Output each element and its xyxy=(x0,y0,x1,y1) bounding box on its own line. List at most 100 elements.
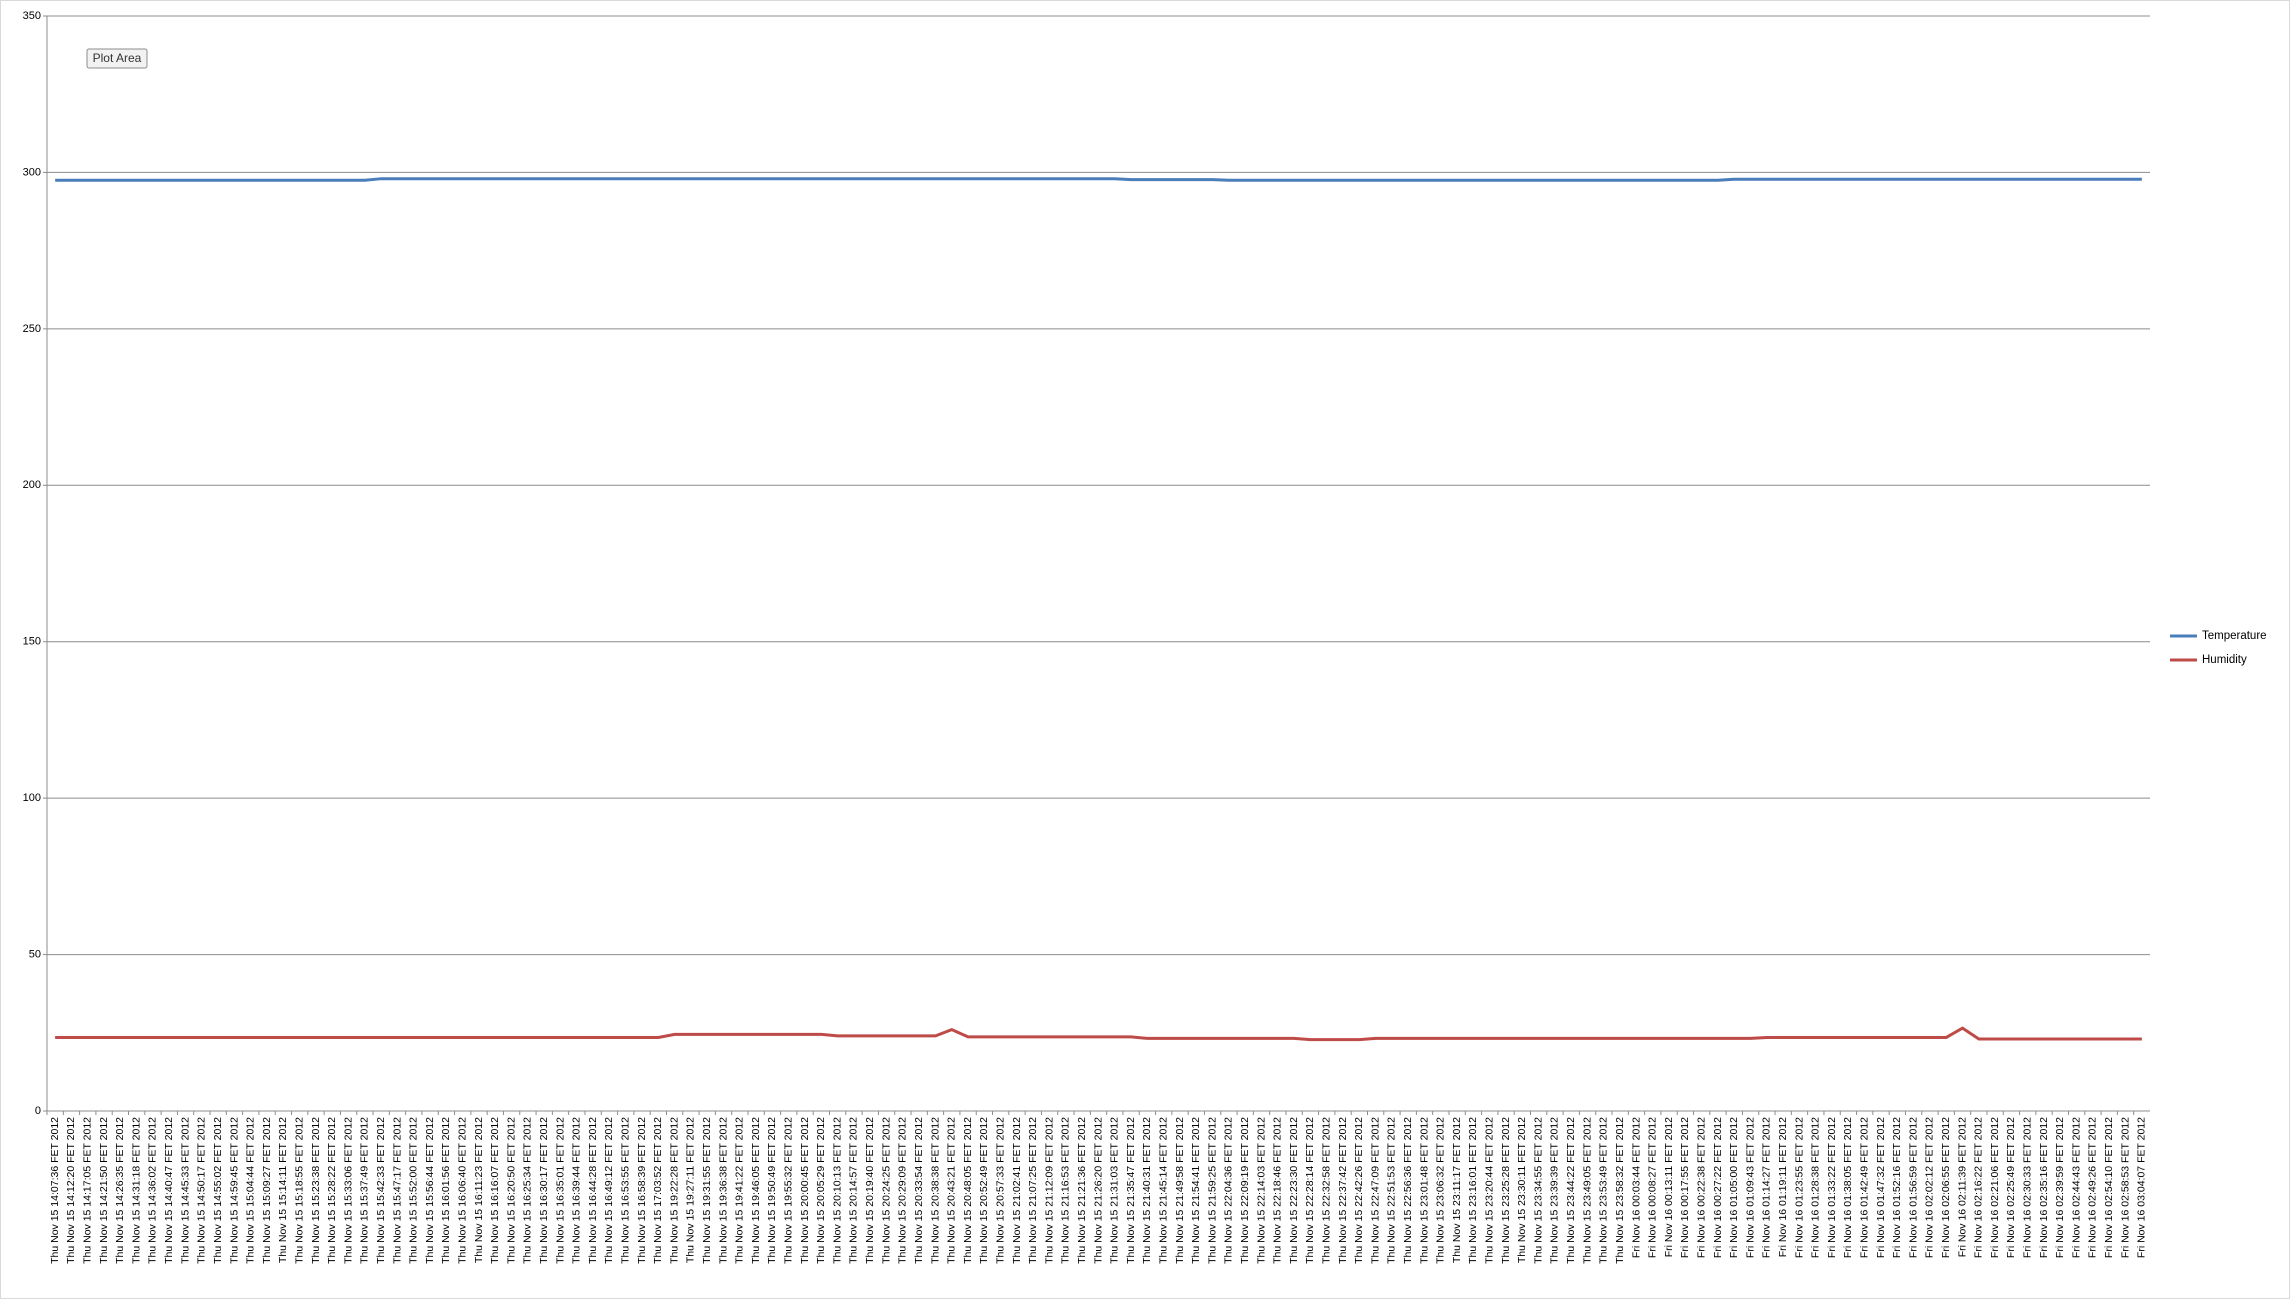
x-tick-label: Thu Nov 15 15:56:44 FET 2012 xyxy=(424,1117,436,1264)
x-tick-label: Fri Nov 16 02:11:39 FET 2012 xyxy=(1956,1117,1968,1257)
x-tick-label: Thu Nov 15 14:50:17 FET 2012 xyxy=(196,1117,208,1264)
x-tick-label: Thu Nov 15 16:39:44 FET 2012 xyxy=(571,1117,583,1264)
x-tick-label: Fri Nov 16 01:56:59 FET 2012 xyxy=(1907,1117,1919,1258)
x-tick-label: Thu Nov 15 15:18:55 FET 2012 xyxy=(293,1117,305,1264)
y-tick-label: 250 xyxy=(23,323,41,335)
x-tick-label: Thu Nov 15 19:50:49 FET 2012 xyxy=(766,1117,778,1264)
x-tick-label: Fri Nov 16 01:19:11 FET 2012 xyxy=(1777,1117,1789,1257)
x-tick-label: Thu Nov 15 16:44:28 FET 2012 xyxy=(587,1117,599,1264)
x-tick-label: Thu Nov 15 14:12:20 FET 2012 xyxy=(65,1117,77,1264)
x-tick-label: Fri Nov 16 01:42:49 FET 2012 xyxy=(1858,1117,1870,1258)
x-tick-label: Thu Nov 15 21:54:41 FET 2012 xyxy=(1190,1117,1202,1264)
x-tick-label: Fri Nov 16 00:13:11 FET 2012 xyxy=(1663,1117,1675,1257)
x-tick-label: Fri Nov 16 02:25:49 FET 2012 xyxy=(2005,1117,2017,1258)
x-tick-label: Thu Nov 15 23:58:32 FET 2012 xyxy=(1614,1117,1626,1264)
y-tick-label: 100 xyxy=(23,792,41,804)
x-tick-label: Thu Nov 15 21:02:41 FET 2012 xyxy=(1011,1117,1023,1264)
x-tick-label: Thu Nov 15 19:41:22 FET 2012 xyxy=(734,1117,746,1264)
y-tick-label: 150 xyxy=(23,636,41,648)
x-tick-label: Thu Nov 15 21:35:47 FET 2012 xyxy=(1125,1117,1137,1264)
x-tick-label: Fri Nov 16 01:28:38 FET 2012 xyxy=(1810,1117,1822,1258)
x-tick-label: Thu Nov 15 16:30:17 FET 2012 xyxy=(538,1117,550,1264)
x-tick-label: Thu Nov 15 20:38:38 FET 2012 xyxy=(929,1117,941,1264)
series-line xyxy=(55,1026,2142,1042)
x-tick-label: Fri Nov 16 03:04:07 FET 2012 xyxy=(2136,1117,2148,1258)
x-tick-label: Thu Nov 15 22:42:26 FET 2012 xyxy=(1353,1117,1365,1264)
legend-label: Humidity xyxy=(2202,654,2247,666)
x-tick-label: Thu Nov 15 23:30:11 FET 2012 xyxy=(1516,1117,1528,1263)
x-tick-label: Thu Nov 15 22:47:09 FET 2012 xyxy=(1369,1117,1381,1264)
x-tick-label: Thu Nov 15 22:23:30 FET 2012 xyxy=(1288,1117,1300,1264)
x-tick-label: Thu Nov 15 23:25:28 FET 2012 xyxy=(1500,1117,1512,1264)
x-tick-label: Fri Nov 16 02:39:59 FET 2012 xyxy=(2054,1117,2066,1258)
x-tick-label: Thu Nov 15 22:37:42 FET 2012 xyxy=(1337,1117,1349,1264)
x-tick-label: Thu Nov 15 19:55:32 FET 2012 xyxy=(783,1117,795,1264)
x-tick-label: Fri Nov 16 02:44:43 FET 2012 xyxy=(2070,1117,2082,1258)
x-tick-label: Fri Nov 16 00:27:22 FET 2012 xyxy=(1712,1117,1724,1258)
x-tick-label: Thu Nov 15 16:20:50 FET 2012 xyxy=(505,1117,517,1264)
x-tick-label: Thu Nov 15 14:31:18 FET 2012 xyxy=(130,1117,142,1264)
x-tick-label: Thu Nov 15 23:01:48 FET 2012 xyxy=(1418,1117,1430,1264)
x-tick-label: Thu Nov 15 23:44:22 FET 2012 xyxy=(1565,1117,1577,1264)
x-tick-label: Fri Nov 16 00:08:27 FET 2012 xyxy=(1647,1117,1659,1258)
x-tick-label: Thu Nov 15 19:27:11 FET 2012 xyxy=(685,1117,697,1263)
x-tick-label: Thu Nov 15 16:01:56 FET 2012 xyxy=(440,1117,452,1264)
x-tick-label: Fri Nov 16 02:21:06 FET 2012 xyxy=(1989,1117,2001,1258)
x-tick-label: Fri Nov 16 00:22:38 FET 2012 xyxy=(1695,1117,1707,1258)
x-tick-label: Thu Nov 15 20:57:33 FET 2012 xyxy=(994,1117,1006,1264)
x-tick-label: Thu Nov 15 16:58:39 FET 2012 xyxy=(636,1117,648,1264)
x-tick-label: Thu Nov 15 14:45:33 FET 2012 xyxy=(179,1117,191,1264)
x-tick-label: Thu Nov 15 20:05:29 FET 2012 xyxy=(815,1117,827,1264)
x-tick-label: Thu Nov 15 17:03:52 FET 2012 xyxy=(652,1117,664,1264)
x-tick-label: Thu Nov 15 15:09:27 FET 2012 xyxy=(261,1117,273,1264)
x-tick-label: Thu Nov 15 21:40:31 FET 2012 xyxy=(1141,1117,1153,1264)
x-tick-label: Fri Nov 16 01:33:22 FET 2012 xyxy=(1826,1117,1838,1258)
x-tick-label: Thu Nov 15 15:28:22 FET 2012 xyxy=(326,1117,338,1264)
x-tick-label: Thu Nov 15 16:53:55 FET 2012 xyxy=(620,1117,632,1264)
x-tick-label: Thu Nov 15 15:47:17 FET 2012 xyxy=(391,1117,403,1264)
x-tick-label: Thu Nov 15 22:04:36 FET 2012 xyxy=(1223,1117,1235,1264)
x-tick-label: Thu Nov 15 19:36:38 FET 2012 xyxy=(717,1117,729,1264)
x-tick-label: Thu Nov 15 15:14:11 FET 2012 xyxy=(277,1117,289,1263)
x-tick-label: Thu Nov 15 15:33:06 FET 2012 xyxy=(342,1117,354,1264)
y-tick-label: 350 xyxy=(23,10,41,22)
x-tick-label: Fri Nov 16 02:58:53 FET 2012 xyxy=(2119,1117,2131,1258)
x-tick-label: Thu Nov 15 16:16:07 FET 2012 xyxy=(489,1117,501,1264)
x-tick-label: Fri Nov 16 02:02:12 FET 2012 xyxy=(1924,1117,1936,1258)
x-tick-label: Thu Nov 15 15:04:44 FET 2012 xyxy=(245,1117,257,1264)
x-tick-label: Thu Nov 15 22:56:36 FET 2012 xyxy=(1402,1117,1414,1264)
x-tick-label: Fri Nov 16 02:06:55 FET 2012 xyxy=(1940,1117,1952,1258)
x-tick-label: Thu Nov 15 19:22:28 FET 2012 xyxy=(668,1117,680,1264)
x-tick-label: Thu Nov 15 14:07:36 FET 2012 xyxy=(49,1117,61,1264)
x-tick-label: Thu Nov 15 22:51:53 FET 2012 xyxy=(1386,1117,1398,1264)
x-tick-label: Thu Nov 15 21:16:53 FET 2012 xyxy=(1060,1117,1072,1264)
series-line xyxy=(55,177,2142,182)
x-tick-label: Thu Nov 15 16:49:12 FET 2012 xyxy=(603,1117,615,1264)
x-tick-label: Thu Nov 15 14:17:05 FET 2012 xyxy=(82,1117,94,1264)
x-tick-label: Fri Nov 16 01:47:32 FET 2012 xyxy=(1875,1117,1887,1258)
x-tick-label: Thu Nov 15 21:07:25 FET 2012 xyxy=(1027,1117,1039,1264)
x-tick-label: Thu Nov 15 21:49:58 FET 2012 xyxy=(1174,1117,1186,1264)
x-tick-label: Thu Nov 15 14:21:50 FET 2012 xyxy=(98,1117,110,1264)
x-tick-label: Thu Nov 15 14:26:35 FET 2012 xyxy=(114,1117,126,1264)
x-tick-label: Thu Nov 15 22:14:03 FET 2012 xyxy=(1255,1117,1267,1264)
x-tick-label: Thu Nov 15 21:12:09 FET 2012 xyxy=(1043,1117,1055,1264)
x-tick-label: Thu Nov 15 20:52:49 FET 2012 xyxy=(978,1117,990,1264)
x-tick-label: Thu Nov 15 23:49:05 FET 2012 xyxy=(1581,1117,1593,1264)
x-tick-label: Thu Nov 15 20:19:40 FET 2012 xyxy=(864,1117,876,1264)
x-tick-label: Thu Nov 15 20:00:45 FET 2012 xyxy=(799,1117,811,1264)
x-tick-label: Thu Nov 15 21:21:36 FET 2012 xyxy=(1076,1117,1088,1264)
tooltip-text: Plot Area xyxy=(93,51,142,65)
x-tick-label: Fri Nov 16 01:14:27 FET 2012 xyxy=(1761,1117,1773,1258)
x-tick-label: Fri Nov 16 01:05:00 FET 2012 xyxy=(1728,1117,1740,1258)
x-tick-label: Thu Nov 15 20:33:54 FET 2012 xyxy=(913,1117,925,1264)
x-tick-label: Fri Nov 16 02:30:33 FET 2012 xyxy=(2022,1117,2034,1258)
x-tick-label: Fri Nov 16 01:23:55 FET 2012 xyxy=(1793,1117,1805,1258)
tooltip: Plot Area xyxy=(86,48,148,69)
x-tick-label: Fri Nov 16 02:35:16 FET 2012 xyxy=(2038,1117,2050,1258)
x-tick-label: Thu Nov 15 16:35:01 FET 2012 xyxy=(554,1117,566,1264)
x-tick-label: Thu Nov 15 15:37:49 FET 2012 xyxy=(359,1117,371,1264)
